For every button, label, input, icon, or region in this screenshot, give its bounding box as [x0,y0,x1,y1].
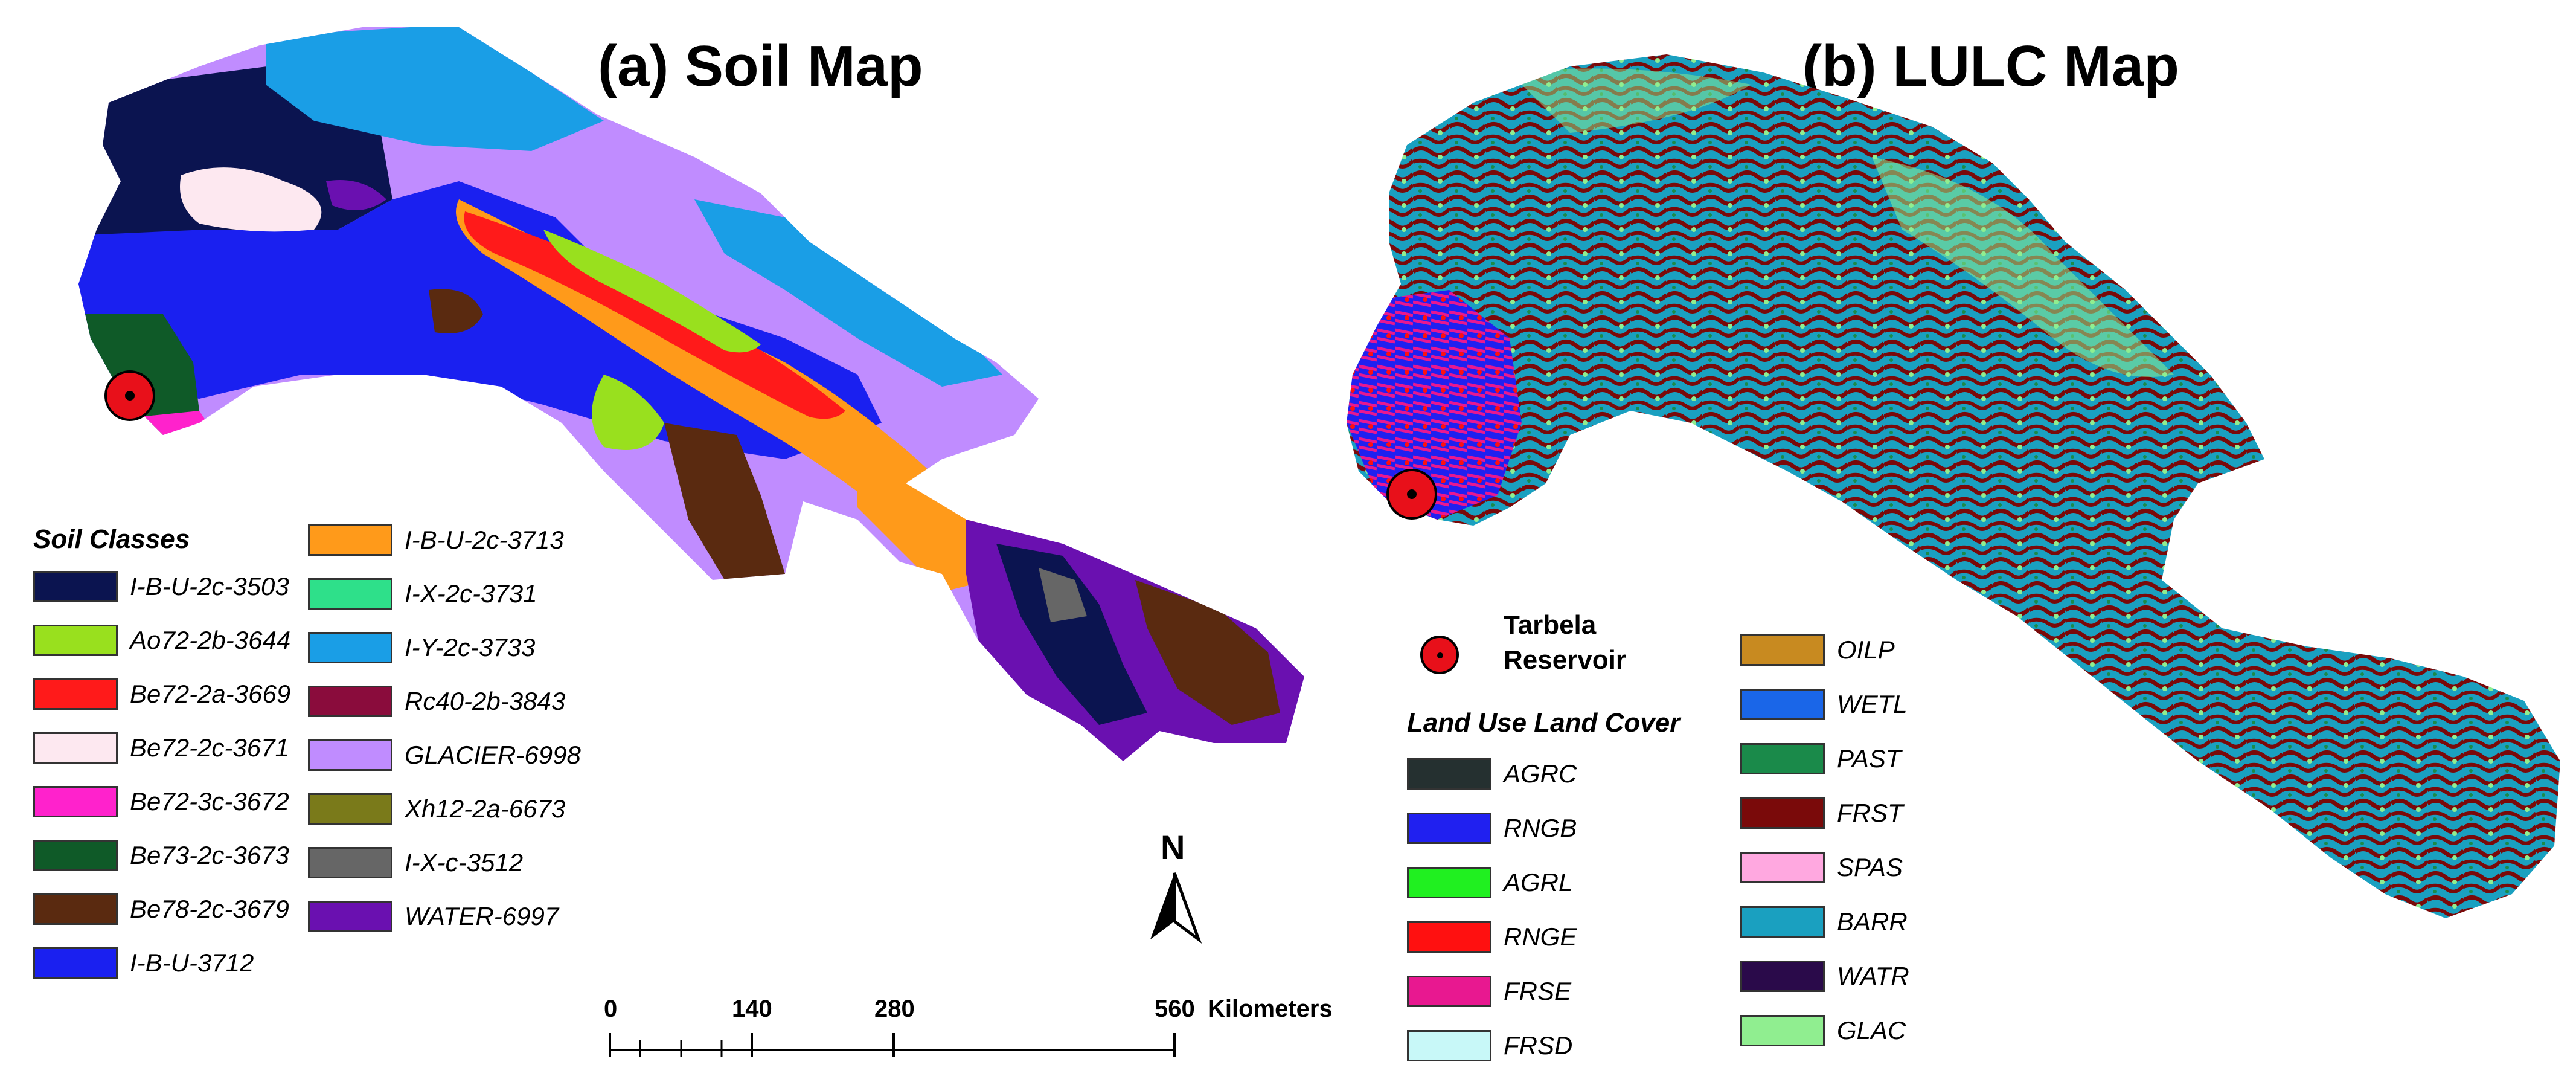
soil-legend-label-i-y-2c-3733: I-Y-2c-3733 [405,633,536,662]
lulc-legend-swatch-past [1740,743,1825,774]
soil-legend-label-be78-2c-3679: Be78-2c-3679 [130,895,289,923]
lulc-legend-label-glac: GLAC [1837,1016,1906,1045]
soil-legend-swatch-glacier-6998 [308,739,392,771]
lulc-legend-label-spas: SPAS [1837,853,1903,881]
lulc-legend-swatch-agrc [1407,758,1491,790]
lulc-legend-label-frse: FRSE [1504,977,1572,1005]
soil-legend-label-be72-3c-3672: Be72-3c-3672 [130,787,289,816]
soil-legend-label-i-x-c-3512: I-X-c-3512 [405,848,524,877]
soil-legend-swatch-rc40-2b-3843 [308,686,392,717]
scale-tick-280: 280 [874,996,915,1022]
lulc-legend-label-rngb: RNGB [1504,814,1577,842]
lulc-legend-swatch-barr [1740,906,1825,938]
soil-legend-swatch-water-6997 [308,901,392,932]
soil-legend-label-be72-2c-3671: Be72-2c-3671 [130,733,289,762]
soil-legend-swatch-xh12-2a-6673 [308,793,392,825]
soil-legend-swatch-i-b-u-2c-3503 [33,571,118,602]
soil-map [78,27,1304,761]
lulc-legend-swatch-spas [1740,852,1825,883]
lulc-legend-swatch-frsd [1407,1030,1491,1061]
scale-tick-140: 140 [732,996,772,1022]
soil-legend-label-i-b-u-2c-3713: I-B-U-2c-3713 [405,526,564,554]
north-label: N [1161,828,1185,866]
soil-legend-swatch-i-x-2c-3731 [308,578,392,610]
lulc-legend-label-agrl: AGRL [1504,868,1573,897]
lulc-legend-label-frst: FRST [1837,799,1903,827]
lulc-legend-label-past: PAST [1837,744,1902,773]
soil-legend-swatch-be72-2c-3671 [33,732,118,764]
soil-legend-title: Soil Classes [33,524,190,554]
reservoir-legend-icon [1420,636,1459,674]
soil-legend-label-ao72-2b-3644: Ao72-2b-3644 [130,626,291,654]
soil-legend-label-rc40-2b-3843: Rc40-2b-3843 [405,687,566,715]
soil-legend-label-i-b-u-3712: I-B-U-3712 [130,948,254,977]
soil-legend-swatch-i-x-c-3512 [308,847,392,878]
lulc-legend-swatch-agrl [1407,867,1491,898]
soil-reservoir-marker [104,370,155,421]
soil-legend-swatch-ao72-2b-3644 [33,625,118,656]
soil-legend-label-be72-2a-3669: Be72-2a-3669 [130,680,291,708]
lulc-legend-swatch-wetl [1740,689,1825,720]
soil-legend-label-i-b-u-2c-3503: I-B-U-2c-3503 [130,572,289,600]
lulc-legend-label-frsd: FRSD [1504,1031,1573,1060]
scale-bar [609,1033,1176,1057]
scale-unit: Kilometers [1208,996,1333,1022]
lulc-legend-swatch-rnge [1407,921,1491,953]
reservoir-legend-label-2: Reservoir [1504,645,1627,675]
soil-legend-label-i-x-2c-3731: I-X-2c-3731 [405,579,537,608]
soil-legend-swatch-i-y-2c-3733 [308,632,392,663]
lulc-map-title: (b) LULC Map [1802,34,2179,98]
scale-tick-560: 560 [1155,996,1195,1022]
lulc-legend-label-wetl: WETL [1837,690,1908,718]
soil-legend-swatch-be72-2a-3669 [33,678,118,710]
lulc-legend-swatch-watr [1740,961,1825,992]
reservoir-legend-label-1: Tarbela [1504,610,1597,640]
lulc-legend-swatch-oilp [1740,634,1825,666]
lulc-legend-swatch-frse [1407,976,1491,1007]
soil-legend-label-glacier-6998: GLACIER-6998 [405,741,581,769]
lulc-reservoir-marker [1386,469,1437,520]
lulc-map [1347,54,2560,918]
soil-legend-swatch-be78-2c-3679 [33,893,118,925]
soil-legend-swatch-i-b-u-3712 [33,947,118,979]
soil-map-title: (a) Soil Map [598,34,923,98]
lulc-legend-label-rnge: RNGE [1504,922,1577,951]
soil-legend-swatch-i-b-u-2c-3713 [308,524,392,556]
lulc-legend-label-barr: BARR [1837,907,1908,936]
lulc-legend-swatch-rngb [1407,813,1491,844]
lulc-legend-swatch-glac [1740,1015,1825,1046]
lulc-legend-label-agrc: AGRC [1504,759,1577,788]
lulc-legend-label-watr: WATR [1837,962,1909,990]
soil-legend-label-water-6997: WATER-6997 [405,902,559,930]
scale-tick-0: 0 [604,996,618,1022]
lulc-legend-title: Land Use Land Cover [1407,708,1680,738]
lulc-legend-label-oilp: OILP [1837,636,1895,664]
soil-legend-swatch-be72-3c-3672 [33,786,118,817]
north-arrow-icon [1150,872,1202,944]
soil-legend-label-be73-2c-3673: Be73-2c-3673 [130,841,289,869]
lulc-legend-swatch-frst [1740,797,1825,829]
soil-legend-swatch-be73-2c-3673 [33,840,118,871]
soil-legend-label-xh12-2a-6673: Xh12-2a-6673 [405,794,566,823]
